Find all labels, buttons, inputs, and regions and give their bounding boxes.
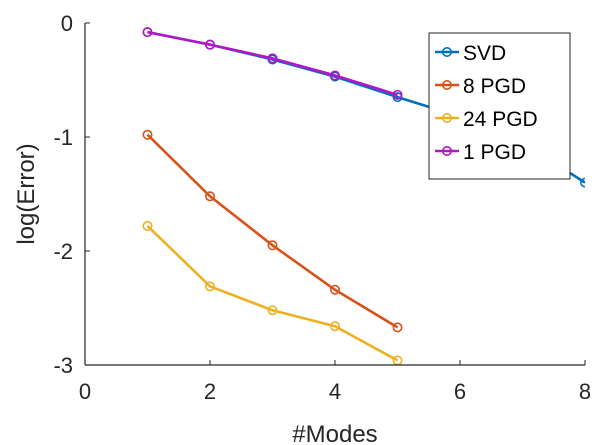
legend-label: SVD xyxy=(463,42,506,65)
data-point xyxy=(329,321,340,332)
x-tick-label: 0 xyxy=(79,379,91,404)
legend-item: 8 PGD xyxy=(435,75,526,98)
x-tick-label: 8 xyxy=(579,379,591,404)
legend-swatch-marker xyxy=(441,80,452,91)
legend-label: 24 PGD xyxy=(463,108,538,131)
x-tick-label: 2 xyxy=(204,379,216,404)
series-1-pgd xyxy=(142,27,403,100)
series-8-pgd xyxy=(142,129,403,333)
legend-item: SVD xyxy=(435,42,506,65)
data-point xyxy=(142,129,153,140)
data-point xyxy=(329,284,340,295)
y-ticks: 0 -1 -2 -3 xyxy=(53,11,90,378)
legend: SVD 8 PGD 24 PGD 1 PGD xyxy=(428,32,571,180)
data-point xyxy=(329,70,340,81)
legend-swatch-marker xyxy=(441,146,452,157)
series-line xyxy=(147,30,398,97)
x-tick-label: 4 xyxy=(329,379,341,404)
x-axis-title: #Modes xyxy=(292,421,377,445)
data-point xyxy=(205,281,216,292)
data-point xyxy=(392,322,403,333)
legend-label: 8 PGD xyxy=(463,75,526,98)
y-tick-label: -1 xyxy=(53,125,73,150)
data-point xyxy=(267,305,278,316)
data-point xyxy=(205,39,216,50)
y-axis-title: log(Error) xyxy=(13,143,40,244)
data-point xyxy=(392,89,403,100)
data-point xyxy=(267,240,278,251)
data-point xyxy=(267,53,278,64)
series-line xyxy=(146,133,399,329)
data-point xyxy=(205,191,216,202)
legend-box xyxy=(428,32,571,180)
x-ticks: 0 2 4 6 8 xyxy=(79,360,591,404)
y-tick-label: 0 xyxy=(61,11,73,36)
legend-swatch-marker xyxy=(441,113,452,124)
series-line xyxy=(146,224,399,362)
data-point xyxy=(580,177,585,188)
legend-item: 24 PGD xyxy=(435,108,538,131)
legend-swatch-marker xyxy=(441,46,452,57)
legend-items: SVD 8 PGD 24 PGD 1 PGD xyxy=(435,42,538,164)
y-tick-label: -2 xyxy=(53,239,73,264)
legend-label: 1 PGD xyxy=(463,141,526,164)
data-point xyxy=(142,27,153,38)
y-tick-label: -3 xyxy=(53,353,73,378)
data-point xyxy=(142,220,153,231)
legend-item: 1 PGD xyxy=(435,141,526,164)
x-tick-label: 6 xyxy=(454,379,466,404)
